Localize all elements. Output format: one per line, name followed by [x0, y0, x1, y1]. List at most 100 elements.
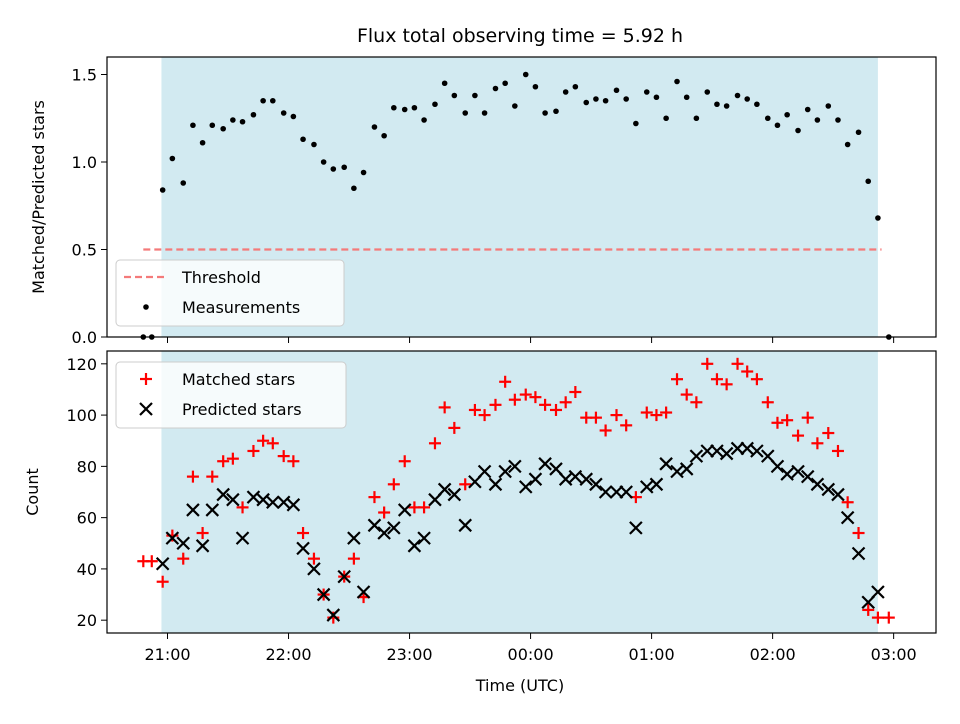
measurement-point	[421, 117, 427, 123]
matched-star-point	[196, 527, 209, 540]
predicted-star-point	[679, 462, 694, 476]
predicted-star-point	[851, 546, 866, 561]
predicted-star-point	[649, 477, 664, 492]
x-axis-label: Time (UTC)	[475, 676, 564, 695]
measurement-point	[572, 83, 579, 90]
measurement-point	[633, 120, 639, 127]
measurement-point	[512, 103, 518, 109]
measurement-point	[451, 92, 458, 99]
matched-star-point	[620, 419, 633, 432]
measurement-point	[744, 96, 751, 102]
predicted-star-point	[337, 569, 351, 584]
measurement-point	[401, 106, 408, 113]
measurement-point	[844, 141, 851, 148]
x-tick-label: 23:00	[387, 645, 433, 664]
matched-star-point	[508, 393, 521, 406]
predicted-star-point	[840, 510, 855, 525]
matched-star-point	[489, 398, 502, 411]
ratio-panel: 0.0 0.5 1.0 1.5 Matched/Predicted stars Thr…	[29, 56, 937, 347]
predicted-star-point	[276, 495, 291, 510]
measurement-point	[300, 136, 306, 143]
matched-star-point	[862, 603, 875, 616]
matched-star-point	[297, 527, 310, 540]
predicted-star-point	[700, 444, 715, 458]
measurement-point	[693, 115, 700, 122]
matched-star-point	[720, 378, 733, 391]
predicted-star-point	[689, 449, 704, 463]
measurement-point	[663, 115, 669, 122]
predicted-star-point	[780, 467, 794, 481]
chart-title: Flux total observing time = 5.92 h	[357, 25, 683, 47]
predicted-star-point	[719, 446, 734, 461]
measurement-point	[371, 124, 378, 130]
predicted-star-point	[176, 536, 191, 551]
matched-star-point	[871, 611, 884, 624]
matched-star-point	[368, 491, 381, 504]
legend-matched-label: Matched stars	[182, 370, 295, 389]
matched-star-point	[781, 414, 794, 427]
measurement-point	[320, 159, 327, 165]
measurement-point	[351, 185, 357, 192]
measurement-point	[593, 96, 599, 102]
measurement-point	[835, 117, 841, 123]
predicted-star-point	[326, 608, 341, 622]
matched-star-point	[660, 406, 673, 419]
matched-star-point	[771, 416, 784, 429]
measurement-point	[825, 103, 832, 109]
predicted-star-point	[377, 526, 391, 540]
predicted-star-point	[619, 485, 633, 499]
measurement-point	[734, 92, 741, 99]
predicted-star-point	[740, 441, 754, 456]
x-tick-label: 03:00	[871, 645, 917, 664]
ratio-panel-frame	[106, 56, 937, 338]
ratio-legend: Threshold Measurements	[115, 259, 345, 327]
measurement-point	[583, 99, 590, 106]
y-tick-label: 80	[77, 457, 97, 476]
matched-star-point	[841, 496, 854, 509]
measurement-point	[875, 215, 881, 221]
predicted-star-point	[266, 495, 280, 510]
x-tick-label: 22:00	[265, 645, 311, 664]
measurement-point	[381, 132, 387, 139]
predicted-star-point	[609, 485, 624, 499]
y-tick-label: 0.5	[72, 241, 97, 260]
matched-star-point	[539, 398, 552, 411]
measurement-point	[290, 113, 297, 120]
predicted-star-point	[235, 531, 250, 545]
matched-star-point	[741, 365, 754, 378]
matched-star-point	[731, 357, 744, 370]
matched-star-point	[640, 406, 653, 419]
measurement-point	[472, 92, 478, 99]
measurement-point	[502, 80, 508, 87]
measurement-point	[643, 89, 650, 95]
matched-star-point	[549, 403, 562, 416]
matched-star-point	[559, 396, 572, 409]
measurement-point	[704, 89, 711, 95]
matched-star-point	[811, 437, 824, 450]
measurement-point	[865, 178, 872, 185]
measurement-point	[311, 141, 317, 148]
measurement-point	[169, 155, 176, 162]
measurement-point	[562, 89, 569, 95]
predicted-star-point	[195, 539, 210, 553]
measurement-point	[754, 101, 760, 108]
predicted-star-point	[286, 498, 301, 512]
matched-star-point	[529, 391, 542, 404]
matched-star-point	[831, 444, 844, 457]
matched-star-point	[478, 409, 491, 422]
predicted-star-point	[518, 480, 533, 494]
measurement-point	[683, 94, 690, 101]
matched-star-point	[226, 452, 239, 465]
predicted-star-point	[165, 531, 180, 545]
measurement-point	[360, 169, 367, 176]
y-tick-label: 0.0	[72, 328, 97, 347]
measurement-point	[260, 97, 266, 104]
count-legend: Matched stars Predicted stars	[115, 361, 347, 429]
matched-star-point	[589, 411, 602, 424]
predicted-star-point	[831, 487, 845, 502]
predicted-star-point	[296, 541, 310, 556]
predicted-star-point	[256, 492, 270, 507]
predicted-star-point	[407, 539, 422, 553]
predicted-star-point	[488, 477, 503, 492]
